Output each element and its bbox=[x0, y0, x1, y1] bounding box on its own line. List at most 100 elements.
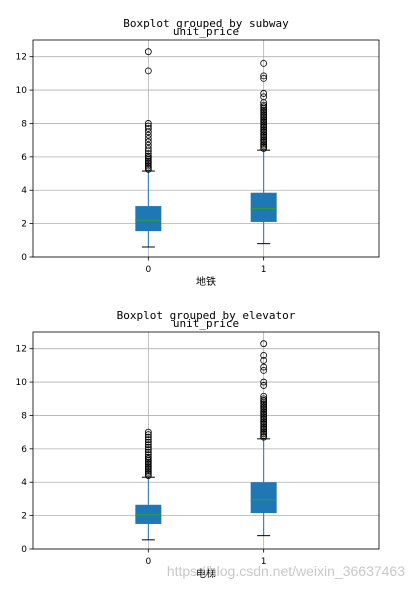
elevator-boxplot-panel: Boxplot grouped by elevator unit_price 电… bbox=[16, 309, 380, 580]
outlier-point bbox=[260, 423, 268, 431]
outlier-point bbox=[144, 472, 152, 479]
outlier-point bbox=[144, 433, 152, 441]
subway-boxplot-panel: Boxplot grouped by subway unit_price 地铁 … bbox=[16, 17, 380, 288]
outlier-point bbox=[260, 130, 268, 137]
outlier-point bbox=[260, 405, 268, 413]
outlier-point bbox=[260, 106, 268, 114]
y-tick-label: 10 bbox=[16, 378, 28, 388]
y-tick-label: 4 bbox=[21, 186, 27, 196]
outlier-point bbox=[260, 128, 268, 136]
outlier-point bbox=[260, 74, 268, 82]
outlier-point bbox=[144, 67, 152, 75]
outlier-point bbox=[144, 154, 152, 162]
outlier-point bbox=[260, 415, 268, 423]
outlier-point bbox=[144, 159, 152, 167]
outlier-point bbox=[260, 400, 268, 408]
x-tick-label: 1 bbox=[261, 557, 267, 567]
outlier-point bbox=[260, 397, 268, 404]
outlier-point bbox=[260, 126, 268, 134]
outlier-point bbox=[260, 420, 268, 428]
outlier-point bbox=[144, 431, 152, 439]
y-tick-label: 2 bbox=[21, 220, 27, 230]
outlier-point bbox=[260, 412, 268, 419]
y-tick-label: 8 bbox=[21, 411, 27, 421]
chart-suptitle: Boxplot grouped by elevator bbox=[117, 309, 296, 322]
outlier-point bbox=[144, 460, 152, 468]
outlier-point bbox=[260, 433, 268, 441]
outlier-point bbox=[260, 116, 268, 124]
outlier-point bbox=[260, 356, 268, 364]
y-tick-label: 10 bbox=[16, 86, 28, 96]
outlier-point bbox=[144, 120, 152, 127]
outlier-point bbox=[144, 453, 152, 461]
outlier-point bbox=[144, 428, 152, 436]
outlier-point bbox=[260, 93, 268, 101]
watermark: https://blog.csdn.net/weixin_36637463 bbox=[167, 563, 405, 579]
outlier-point bbox=[144, 162, 152, 170]
y-tick-label: 12 bbox=[16, 345, 27, 355]
outlier-point bbox=[144, 448, 152, 456]
outlier-point bbox=[144, 436, 152, 444]
outlier-point bbox=[260, 425, 268, 433]
box-iqr bbox=[250, 192, 277, 222]
x-axis-label: 电梯 bbox=[196, 567, 216, 580]
outlier-point bbox=[144, 141, 152, 149]
y-tick-label: 6 bbox=[21, 153, 27, 163]
outlier-point bbox=[260, 131, 268, 139]
outlier-point bbox=[260, 432, 268, 439]
outlier-point bbox=[144, 468, 152, 476]
outlier-point bbox=[260, 402, 268, 409]
outlier-point bbox=[260, 138, 268, 146]
x-tick-label: 1 bbox=[261, 265, 267, 275]
outlier-point bbox=[260, 59, 268, 67]
outlier-point bbox=[144, 467, 152, 474]
x-tick-label: 0 bbox=[145, 557, 151, 567]
outlier-point bbox=[260, 378, 268, 386]
outlier-point bbox=[144, 160, 152, 168]
outlier-point bbox=[144, 145, 152, 152]
outlier-point bbox=[144, 122, 152, 130]
box-group-1 bbox=[250, 59, 277, 245]
box-group-1 bbox=[250, 340, 277, 537]
y-tick-label: 4 bbox=[21, 478, 27, 488]
outlier-point bbox=[144, 138, 152, 146]
outlier-point bbox=[260, 382, 268, 389]
box-iqr bbox=[135, 206, 162, 232]
plot-frame bbox=[32, 331, 380, 550]
outlier-point bbox=[260, 90, 268, 97]
outlier-point bbox=[144, 455, 152, 463]
outlier-point bbox=[144, 462, 152, 469]
outlier-point bbox=[260, 121, 268, 129]
outlier-point bbox=[144, 470, 152, 478]
plot-frame bbox=[32, 39, 380, 258]
outlier-point bbox=[144, 125, 152, 132]
y-tick-label: 12 bbox=[16, 53, 27, 63]
outlier-point bbox=[260, 392, 268, 400]
outlier-point bbox=[260, 413, 268, 421]
outlier-point bbox=[260, 110, 268, 117]
y-tick-label: 6 bbox=[21, 445, 27, 455]
outlier-point bbox=[144, 458, 152, 466]
outlier-point bbox=[144, 152, 152, 160]
outlier-point bbox=[144, 165, 152, 173]
outlier-point bbox=[260, 72, 268, 80]
outlier-point bbox=[260, 430, 268, 438]
box-group-0 bbox=[135, 428, 162, 541]
outlier-point bbox=[260, 113, 268, 121]
outlier-point bbox=[144, 150, 152, 157]
outlier-point bbox=[260, 103, 268, 111]
outlier-point bbox=[144, 135, 152, 142]
outlier-point bbox=[260, 143, 268, 151]
outlier-point bbox=[144, 157, 152, 165]
outlier-point bbox=[260, 407, 268, 414]
outlier-point bbox=[260, 417, 268, 424]
outlier-point bbox=[260, 418, 268, 426]
outlier-point bbox=[260, 408, 268, 416]
grid bbox=[33, 40, 379, 258]
y-tick-label: 0 bbox=[21, 253, 27, 263]
y-tick-label: 0 bbox=[21, 545, 27, 555]
outlier-point bbox=[260, 111, 268, 119]
outlier-point bbox=[260, 140, 268, 147]
outlier-point bbox=[260, 340, 268, 348]
